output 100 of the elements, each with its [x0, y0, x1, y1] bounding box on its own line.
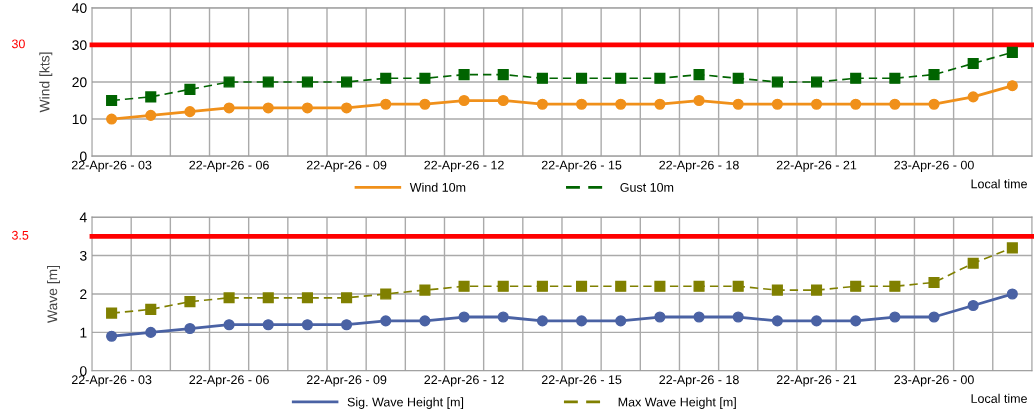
ref-line-label: 30 — [11, 39, 25, 49]
y-tick-label: 10 — [72, 114, 87, 125]
point — [850, 315, 862, 327]
point — [341, 319, 353, 331]
point — [654, 311, 666, 323]
x-tick-label: 22-Apr-26 - 09 — [306, 375, 387, 387]
point — [1006, 46, 1018, 58]
y-axis-title: Wave [m] — [47, 265, 60, 323]
point — [184, 106, 196, 118]
point — [967, 257, 979, 269]
point — [145, 303, 157, 315]
point — [693, 311, 705, 323]
point — [419, 284, 431, 296]
point — [497, 94, 509, 107]
x-tick-label: 22-Apr-26 - 21 — [776, 375, 857, 387]
point — [615, 280, 627, 292]
x-tick-label: 22-Apr-26 - 18 — [659, 375, 739, 387]
y-tick-label: 3 — [79, 250, 87, 261]
point — [145, 91, 157, 103]
point — [889, 98, 901, 110]
y-tick-label: 4 — [79, 212, 87, 223]
point — [458, 311, 470, 323]
point — [341, 76, 353, 88]
x-tick-label: 22-Apr-26 - 03 — [71, 375, 152, 387]
point — [576, 280, 588, 292]
point — [810, 98, 823, 110]
point — [576, 72, 588, 84]
point — [184, 83, 196, 95]
point — [536, 98, 548, 110]
x-tick-label: 23-Apr-26 - 00 — [894, 160, 974, 172]
legend-label: Sig. Wave Height [m] — [347, 397, 464, 409]
point — [810, 284, 823, 296]
point — [145, 326, 157, 338]
x-tick-label: 22-Apr-26 - 15 — [541, 160, 622, 172]
y-tick-label: 40 — [72, 3, 87, 13]
point — [106, 94, 118, 107]
point — [419, 72, 431, 84]
point — [419, 98, 431, 110]
x-tick-label: 22-Apr-26 - 15 — [541, 375, 622, 387]
point — [654, 98, 666, 110]
x-tick-label: 22-Apr-26 - 12 — [424, 375, 504, 387]
point — [536, 280, 548, 292]
point — [184, 322, 196, 335]
x-tick-label: 22-Apr-26 - 03 — [71, 160, 152, 172]
point — [889, 280, 901, 292]
legend-label: Wind 10m — [409, 182, 466, 192]
point — [732, 72, 744, 84]
point — [145, 109, 157, 121]
point — [1006, 242, 1018, 254]
y-tick-label: 30 — [72, 40, 87, 51]
point — [967, 299, 979, 312]
text: Local time — [971, 393, 1027, 403]
point — [771, 76, 783, 88]
point — [615, 98, 627, 110]
x-tick-label: 23-Apr-26 - 00 — [894, 375, 974, 387]
point — [536, 72, 548, 84]
point — [106, 113, 118, 125]
point — [458, 69, 470, 81]
legend-label: Gust 10m — [620, 182, 674, 192]
point — [1006, 288, 1018, 300]
point — [106, 307, 118, 319]
x-tick-label: 22-Apr-26 - 18 — [659, 160, 739, 172]
legend-label: Max Wave Height [m] — [618, 397, 736, 409]
point — [576, 98, 588, 110]
x-tick-label: 22-Apr-26 - 06 — [189, 160, 269, 172]
point — [654, 72, 666, 84]
point — [967, 57, 979, 70]
point — [771, 98, 783, 110]
point — [380, 72, 392, 84]
point — [262, 319, 274, 331]
point — [850, 280, 862, 292]
y-axis-title: Wind [kts] — [39, 52, 53, 113]
point — [497, 280, 509, 292]
point — [223, 292, 235, 304]
point — [184, 296, 196, 308]
point — [106, 330, 118, 342]
x-tick-label: 22-Apr-26 - 12 — [424, 160, 504, 172]
point — [928, 98, 940, 110]
ref-line-label: 3.5 — [11, 230, 29, 240]
point — [301, 319, 313, 331]
point — [262, 102, 274, 114]
point — [928, 311, 940, 323]
point — [771, 315, 783, 327]
point — [497, 69, 509, 81]
point — [301, 76, 313, 88]
point — [693, 94, 705, 107]
point — [693, 69, 705, 81]
point — [223, 76, 235, 88]
point — [732, 98, 744, 110]
point — [928, 69, 940, 81]
point — [850, 98, 862, 110]
point — [576, 315, 588, 327]
point — [693, 280, 705, 292]
y-tick-label: 0 — [79, 151, 87, 162]
point — [458, 94, 470, 107]
point — [223, 319, 235, 331]
y-tick-label: 20 — [72, 77, 87, 88]
point — [889, 72, 901, 84]
x-tick-label: 22-Apr-26 - 06 — [189, 375, 269, 387]
point — [928, 276, 940, 288]
